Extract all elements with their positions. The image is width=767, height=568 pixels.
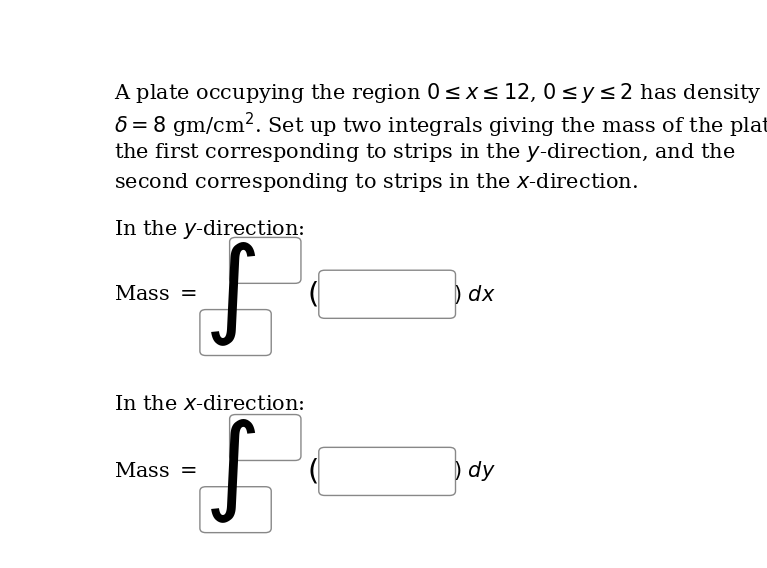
Text: Mass $=$: Mass $=$ — [114, 285, 197, 304]
Text: $($: $($ — [308, 280, 318, 309]
Text: In the $x$-direction:: In the $x$-direction: — [114, 395, 304, 414]
Text: second corresponding to strips in the $x$-direction.: second corresponding to strips in the $x… — [114, 170, 637, 194]
FancyBboxPatch shape — [229, 237, 301, 283]
Text: $)\ dy$: $)\ dy$ — [453, 460, 495, 483]
Text: $\int$: $\int$ — [203, 417, 255, 525]
Text: $\int$: $\int$ — [203, 240, 255, 348]
Text: In the $y$-direction:: In the $y$-direction: — [114, 218, 304, 241]
Text: $)\ dx$: $)\ dx$ — [453, 283, 495, 306]
Text: A plate occupying the region $0 \leq x \leq 12$, $0 \leq y \leq 2$ has density: A plate occupying the region $0 \leq x \… — [114, 81, 762, 105]
FancyBboxPatch shape — [200, 487, 272, 533]
Text: $($: $($ — [308, 457, 318, 486]
FancyBboxPatch shape — [229, 415, 301, 461]
Text: Mass $=$: Mass $=$ — [114, 462, 197, 481]
Text: $\delta = 8$ gm/cm$^2$. Set up two integrals giving the mass of the plate,: $\delta = 8$ gm/cm$^2$. Set up two integ… — [114, 111, 767, 140]
FancyBboxPatch shape — [200, 310, 272, 356]
Text: the first corresponding to strips in the $y$-direction, and the: the first corresponding to strips in the… — [114, 141, 736, 164]
FancyBboxPatch shape — [319, 270, 456, 318]
FancyBboxPatch shape — [319, 448, 456, 495]
